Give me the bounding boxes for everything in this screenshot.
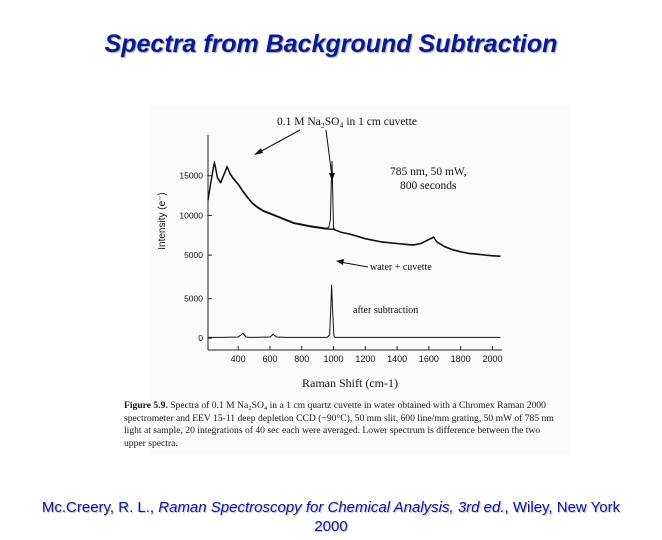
lower-series-1 <box>208 284 501 338</box>
upper-y-tick-label: 5000 <box>184 250 203 260</box>
upper-y-tick-label: 10000 <box>179 210 203 220</box>
citation: Mc.Creery, R. L., Raman Spectroscopy for… <box>0 498 662 536</box>
citation-publisher: , Wiley, New York <box>504 499 621 516</box>
x-tick-label: 800 <box>294 354 309 364</box>
arrow-head-sulfate-peak <box>329 173 335 181</box>
x-tick-label: 1800 <box>451 354 471 364</box>
slide-title: Spectra from Background Subtraction <box>104 30 558 58</box>
citation-author: Mc.Creery, R. L., <box>41 499 159 516</box>
x-tick-label: 1200 <box>355 354 375 364</box>
chart-annotations: 0.1 M Na₂SO₄ in 1 cm cuvette 785 nm, 50 … <box>254 116 467 316</box>
lower-y-tick-label: 0 <box>198 333 203 343</box>
arrow-head-water-line <box>336 259 344 265</box>
citation-book-title: Raman Spectroscopy for Chemical Analysis… <box>158 499 505 516</box>
y-axis-label: Intensity (e⁻) <box>157 192 168 250</box>
spectrum-chart: 5000 10000 15000 0 5000 400 600 800 1000 1200 1400… <box>157 116 502 390</box>
water-annotation: water + cuvette <box>370 262 432 273</box>
subtraction-annotation: after subtraction <box>353 305 418 316</box>
x-tick-label: 1000 <box>324 354 344 364</box>
arrow-to-broad-band <box>255 129 301 155</box>
x-tick-label: 1400 <box>387 354 407 364</box>
citation-year: 2000 <box>314 518 348 535</box>
lower-y-tick-label: 5000 <box>184 294 203 304</box>
x-axis-label: Raman Shift (cm-1) <box>302 376 398 390</box>
spectrum-figure: 5000 10000 15000 0 5000 400 600 800 1000 1200 1400… <box>150 105 570 455</box>
arrow-head-broad-band <box>254 148 263 155</box>
upper-series-2 <box>207 161 501 257</box>
x-tick-label: 2000 <box>482 354 502 364</box>
laser-annotation-line2: 800 seconds <box>400 180 457 192</box>
x-tick-label: 1600 <box>419 354 439 364</box>
upper-y-tick-label: 15000 <box>179 171 203 181</box>
arrow-to-sulfate-peak <box>325 129 333 178</box>
caption-label: Figure 5.9. <box>124 400 168 411</box>
figure-caption: Figure 5.9. Spectra of 0.1 M Na₂SO₄ in a… <box>124 400 564 450</box>
laser-annotation-line1: 785 nm, 50 mW, <box>390 166 467 178</box>
x-tick-label: 600 <box>262 354 277 364</box>
sample-annotation: 0.1 M Na₂SO₄ in 1 cm cuvette <box>277 116 417 128</box>
chart-axes: 5000 10000 15000 0 5000 400 600 800 1000 1200 1400… <box>179 135 502 364</box>
x-tick-label: 400 <box>231 354 246 364</box>
caption-text: Spectra of 0.1 M Na₂SO₄ in a 1 cm quartz… <box>124 400 554 449</box>
arrow-to-water-line <box>339 261 369 268</box>
